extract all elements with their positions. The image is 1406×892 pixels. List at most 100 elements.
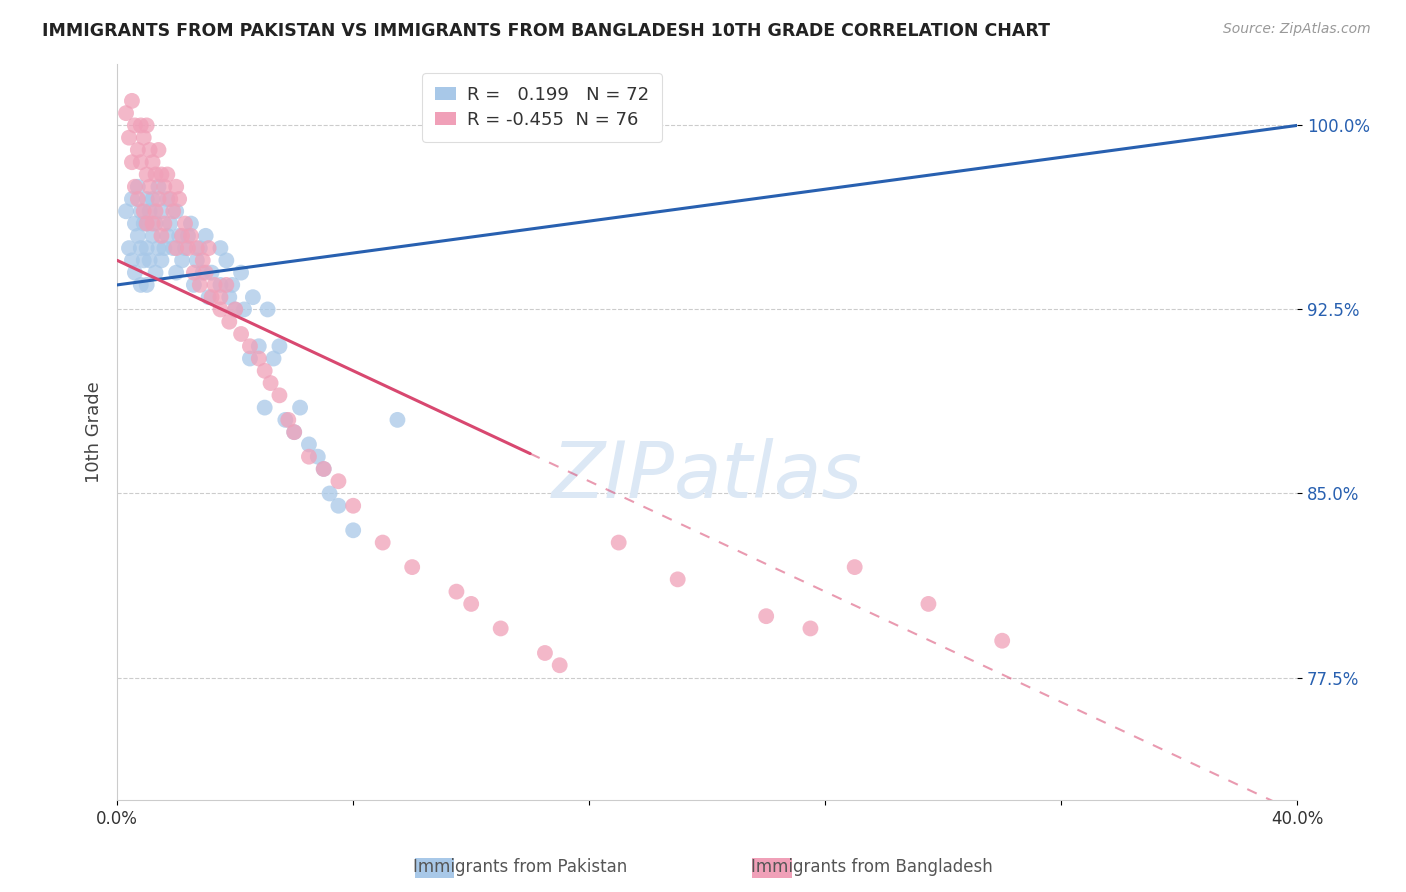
Point <box>145 266 167 280</box>
Point <box>165 204 187 219</box>
Point <box>188 241 211 255</box>
Point <box>167 192 190 206</box>
Point <box>229 326 252 341</box>
Point <box>135 168 157 182</box>
Point <box>288 401 311 415</box>
Point <box>209 241 232 255</box>
Point <box>180 217 202 231</box>
Point <box>138 204 160 219</box>
Point <box>183 266 205 280</box>
Point <box>121 192 143 206</box>
Point <box>145 204 167 219</box>
Point <box>548 658 571 673</box>
Point <box>298 437 321 451</box>
Point <box>118 130 141 145</box>
Point <box>142 228 165 243</box>
Point <box>115 204 138 219</box>
Point <box>159 217 181 231</box>
Point <box>156 228 179 243</box>
Point <box>401 560 423 574</box>
Point <box>274 413 297 427</box>
Point <box>132 130 155 145</box>
Point <box>159 192 181 206</box>
Point <box>342 499 364 513</box>
Point <box>135 241 157 255</box>
Point <box>312 462 335 476</box>
Point <box>197 290 219 304</box>
Text: IMMIGRANTS FROM PAKISTAN VS IMMIGRANTS FROM BANGLADESH 10TH GRADE CORRELATION CH: IMMIGRANTS FROM PAKISTAN VS IMMIGRANTS F… <box>42 22 1050 40</box>
Point <box>138 253 160 268</box>
Point <box>177 241 200 255</box>
Point <box>247 351 270 366</box>
Point <box>263 351 285 366</box>
Point <box>153 241 176 255</box>
Point <box>253 401 276 415</box>
Point <box>191 253 214 268</box>
Point <box>229 266 252 280</box>
Point <box>121 94 143 108</box>
Point <box>172 228 194 243</box>
Point <box>132 217 155 231</box>
Point <box>218 315 240 329</box>
Point <box>328 474 350 488</box>
Point <box>135 217 157 231</box>
Point <box>121 155 143 169</box>
Point <box>174 217 197 231</box>
Point <box>224 302 246 317</box>
Point <box>283 425 305 439</box>
Point <box>124 266 146 280</box>
Point <box>127 143 149 157</box>
Point <box>197 241 219 255</box>
Point <box>145 217 167 231</box>
Point <box>200 266 222 280</box>
Point <box>148 192 170 206</box>
Point <box>118 241 141 255</box>
Point <box>121 253 143 268</box>
Point <box>153 179 176 194</box>
Point <box>253 364 276 378</box>
Point <box>156 192 179 206</box>
Point <box>142 155 165 169</box>
Point <box>233 302 256 317</box>
Point <box>194 266 217 280</box>
Point <box>162 241 184 255</box>
Point <box>534 123 557 137</box>
Point <box>129 204 152 219</box>
Point <box>115 106 138 120</box>
Point <box>191 266 214 280</box>
Point <box>607 535 630 549</box>
Point <box>174 241 197 255</box>
Point <box>328 499 350 513</box>
Point <box>124 217 146 231</box>
Point <box>204 277 226 292</box>
Point <box>165 241 187 255</box>
Point <box>917 597 939 611</box>
Point <box>312 462 335 476</box>
Point <box>148 143 170 157</box>
Point <box>666 573 689 587</box>
Point <box>256 302 278 317</box>
Point <box>148 241 170 255</box>
Point <box>127 228 149 243</box>
Point <box>318 486 340 500</box>
Point <box>162 204 184 219</box>
Point <box>124 179 146 194</box>
Point <box>150 228 173 243</box>
Point <box>138 179 160 194</box>
Point <box>150 253 173 268</box>
Point <box>188 277 211 292</box>
Point <box>142 192 165 206</box>
Point <box>460 597 482 611</box>
Point <box>283 425 305 439</box>
Point <box>135 277 157 292</box>
Point <box>156 168 179 182</box>
Point <box>129 119 152 133</box>
Point <box>215 277 238 292</box>
Point <box>221 277 243 292</box>
Text: Immigrants from Pakistan: Immigrants from Pakistan <box>413 858 627 876</box>
Point <box>755 609 778 624</box>
Point <box>209 277 232 292</box>
Point <box>215 253 238 268</box>
Point <box>153 217 176 231</box>
Point <box>135 192 157 206</box>
